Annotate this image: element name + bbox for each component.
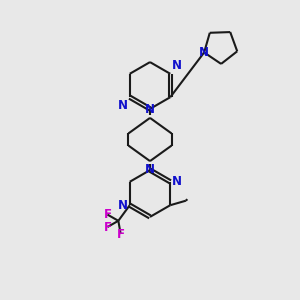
Text: N: N (118, 199, 128, 212)
Text: N: N (199, 46, 208, 59)
Text: F: F (103, 220, 111, 233)
Text: N: N (145, 103, 155, 116)
Text: F: F (117, 228, 125, 241)
Text: N: N (118, 99, 128, 112)
Text: N: N (172, 59, 182, 72)
Text: N: N (145, 163, 155, 176)
Text: F: F (103, 208, 111, 221)
Text: N: N (172, 175, 182, 188)
